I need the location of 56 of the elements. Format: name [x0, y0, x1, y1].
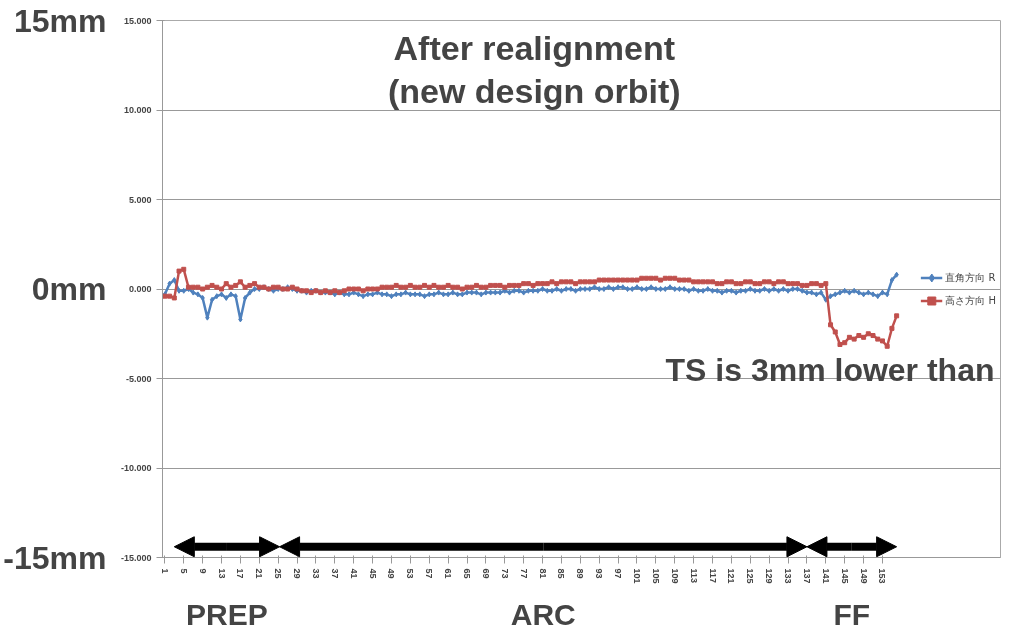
x-tick-label: 129 — [764, 568, 775, 584]
text: 0mm — [31, 271, 107, 307]
x-tick-label: 9 — [197, 568, 208, 574]
x-tick-label: 21 — [254, 568, 265, 579]
x-tick-label: 69 — [480, 568, 491, 579]
text: After realignment (new design orbit) — [387, 28, 681, 111]
x-tick-label: 17 — [235, 568, 246, 579]
x-tick-label: 25 — [273, 568, 284, 579]
x-tick-label: 125 — [745, 568, 756, 584]
text: FF — [833, 597, 871, 631]
x-tick-label: 97 — [613, 568, 624, 579]
legend-label: 高さ方向 H — [945, 293, 996, 307]
x-tick-label: 65 — [462, 568, 473, 579]
annotation: TS is 3mm lower than — [665, 351, 995, 388]
x-tick-label: 45 — [367, 568, 378, 579]
x-tick-label: 153 — [877, 568, 888, 584]
x-tick-label: 121 — [726, 568, 737, 584]
x-tick-label: 101 — [631, 568, 642, 584]
x-tick-label: 73 — [499, 568, 510, 579]
x-tick-label: 149 — [858, 568, 869, 584]
y-tick-label: 15.000 — [123, 15, 152, 26]
x-tick-label: 5 — [178, 568, 189, 574]
x-tick-label: 117 — [707, 568, 718, 584]
text: 15mm — [14, 2, 107, 39]
y-tick-label: -15.000 — [120, 552, 152, 563]
x-tick-label: 41 — [348, 568, 359, 579]
y-tick-label: -5.000 — [125, 373, 152, 384]
x-tick-label: 85 — [556, 568, 567, 579]
legend-label: 直角方向 R — [945, 270, 996, 284]
x-tick-label: 29 — [292, 568, 303, 579]
y-tick-label: 5.000 — [128, 194, 152, 205]
x-tick-label: 145 — [839, 568, 850, 584]
x-tick-label: 141 — [820, 568, 831, 584]
x-tick-label: 1 — [159, 568, 170, 574]
y-tick-label: -10.000 — [120, 463, 152, 473]
x-tick-label: 81 — [537, 568, 548, 579]
x-tick-label: 133 — [783, 568, 794, 584]
x-tick-label: 61 — [443, 568, 454, 579]
x-tick-label: 53 — [405, 568, 416, 579]
x-tick-label: 37 — [329, 568, 340, 579]
text: PREP — [186, 597, 268, 631]
x-tick-label: 105 — [650, 568, 661, 584]
x-tick-label: 137 — [801, 568, 812, 584]
x-tick-label: 93 — [594, 568, 605, 579]
x-tick-label: 89 — [575, 568, 586, 579]
x-tick-label: 49 — [386, 568, 397, 579]
y-tick-label: 10.000 — [123, 105, 152, 115]
text: ARC — [510, 597, 576, 631]
text: -15mm — [3, 539, 107, 576]
y-tick-label: 0.000 — [128, 284, 152, 294]
x-tick-label: 109 — [669, 568, 680, 584]
x-tick-label: 13 — [216, 568, 227, 579]
x-tick-label: 57 — [424, 568, 435, 579]
x-tick-label: 113 — [688, 568, 699, 584]
x-tick-label: 33 — [310, 568, 321, 579]
x-tick-label: 77 — [518, 568, 529, 579]
